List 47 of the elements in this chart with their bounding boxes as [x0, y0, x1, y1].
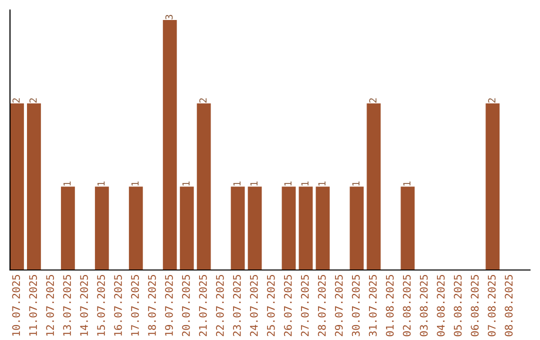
data-label: 1 [284, 181, 292, 186]
data-label: 1 [318, 181, 326, 186]
x-tick-label: 15.07.2025 [97, 275, 105, 336]
data-label: 1 [132, 181, 139, 186]
x-tick-label: 08.08.2025 [504, 275, 513, 336]
x-tick-label: 02.08.2025 [402, 275, 411, 336]
x-tick-label: 05.08.2025 [454, 275, 462, 336]
x-tick-label: 14.07.2025 [80, 275, 88, 336]
x-tick-label: 11.07.2025 [29, 275, 38, 336]
data-label: 1 [250, 181, 258, 186]
x-tick-label: 12.07.2025 [46, 275, 54, 336]
x-tick-label: 21.07.2025 [199, 275, 207, 336]
data-label: 1 [352, 181, 360, 186]
x-tick-label: 16.07.2025 [114, 275, 122, 336]
x-tick-label: 01.08.2025 [386, 275, 394, 336]
data-label: 1 [403, 181, 410, 186]
x-tick-label: 22.07.2025 [216, 275, 224, 336]
x-tick-label: 18.07.2025 [148, 275, 156, 336]
data-label: 2 [12, 98, 20, 103]
data-label: 1 [98, 181, 105, 186]
x-tick-label: 19.07.2025 [165, 275, 173, 336]
x-tick-label: 20.07.2025 [182, 275, 190, 336]
x-tick-label: 30.07.2025 [352, 275, 360, 336]
x-tick-label: 25.07.2025 [266, 275, 275, 336]
x-tick-label: 10.07.2025 [12, 275, 20, 336]
x-tick-label: 24.07.2025 [250, 275, 258, 336]
data-label: 1 [64, 181, 71, 186]
x-tick-label: 04.08.2025 [436, 275, 445, 336]
x-tick-label: 27.07.2025 [300, 275, 309, 336]
data-label: 3 [165, 14, 173, 20]
x-tick-label: 13.07.2025 [63, 275, 71, 336]
data-label: 2 [369, 98, 376, 103]
data-label: 1 [233, 181, 241, 186]
data-label: 2 [488, 98, 496, 103]
x-tick-label: 29.07.2025 [334, 275, 343, 336]
data-label: 2 [29, 98, 37, 103]
x-tick-label: 31.07.2025 [368, 275, 377, 336]
x-tick-label: 28.07.2025 [318, 275, 326, 336]
data-label: 1 [182, 181, 190, 186]
x-tick-label: 26.07.2025 [284, 275, 292, 336]
data-label: 1 [301, 181, 308, 186]
x-tick-label: 07.08.2025 [488, 275, 496, 336]
x-tick-label: 06.08.2025 [470, 275, 479, 336]
x-tick-label: 17.07.2025 [131, 275, 139, 336]
x-tick-label: 23.07.2025 [232, 275, 241, 336]
x-tick-label: 03.08.2025 [420, 275, 428, 336]
data-label: 2 [199, 98, 207, 103]
